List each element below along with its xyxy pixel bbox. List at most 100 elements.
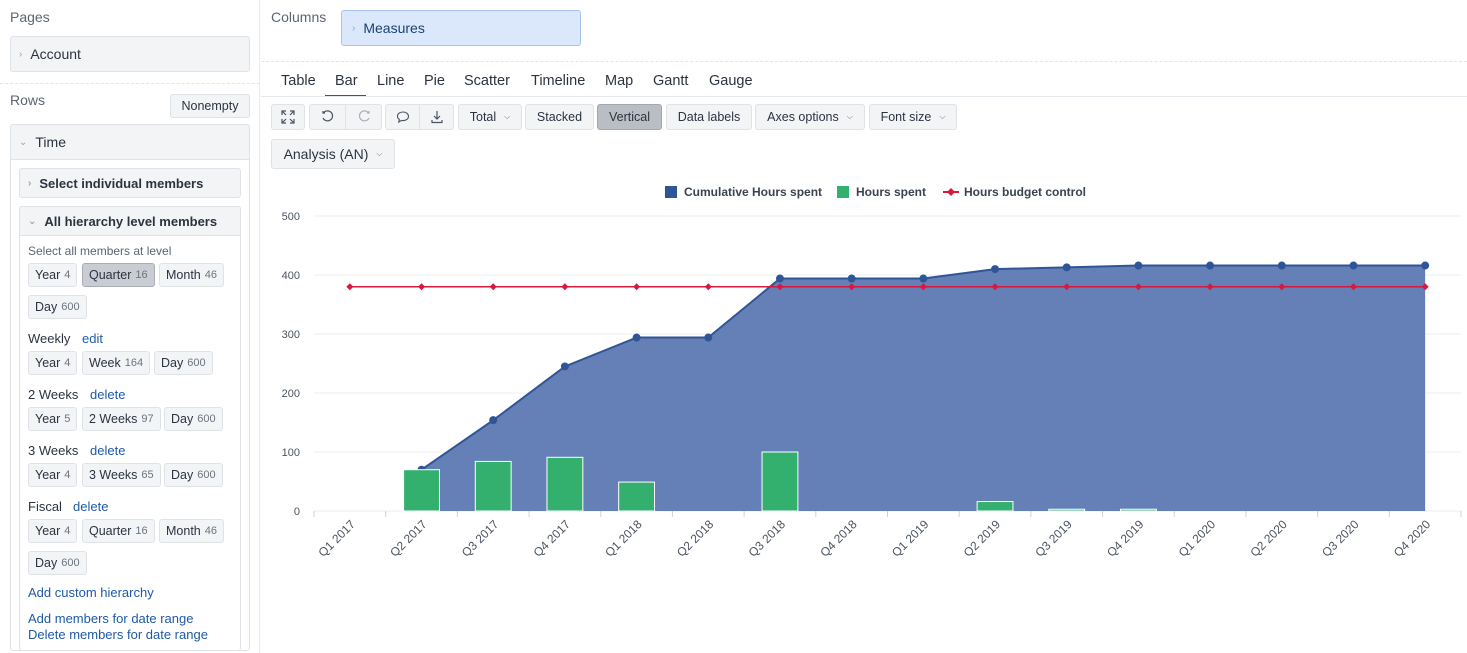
divider [261, 61, 1467, 62]
two-weeks-delete-link[interactable]: delete [90, 387, 126, 402]
tab-map[interactable]: Map [605, 73, 634, 89]
bar-hours-spent [1119, 508, 1157, 512]
export-button[interactable] [419, 104, 454, 130]
delete-members-range-link[interactable]: Delete members for date range [28, 627, 208, 642]
point-cumulative-hours [1421, 261, 1430, 270]
three-weeks-title: 3 Weeks [28, 443, 79, 458]
point-budget-control [776, 283, 784, 291]
level-count: 4 [64, 469, 71, 481]
x-tick-label: Q2 2018 [674, 517, 717, 560]
fiscal-day-button[interactable]: Day 600 [28, 551, 87, 575]
level-label: Day [171, 468, 194, 482]
fiscal-quarter-button[interactable]: Quarter 16 [82, 519, 155, 543]
analysis-dropdown[interactable]: Analysis (AN) ⌵ [271, 139, 395, 169]
tab-bar[interactable]: Bar [335, 73, 358, 89]
tab-gantt[interactable]: Gantt [653, 73, 689, 89]
y-tick-label: 200 [282, 388, 300, 400]
legend-label: Hours budget control [964, 185, 1086, 199]
area-cumulative-hours [421, 265, 1426, 511]
two-weeks-day-button[interactable]: Day 600 [164, 407, 223, 431]
fullscreen-button[interactable] [271, 104, 305, 130]
tab-gauge[interactable]: Gauge [709, 73, 753, 89]
add-custom-hierarchy-link[interactable]: Add custom hierarchy [28, 585, 154, 600]
font-size-label: Font size [880, 110, 932, 124]
all-hierarchy-header[interactable]: ⌄ All hierarchy level members [19, 206, 241, 236]
add-members-range-link[interactable]: Add members for date range [28, 611, 194, 626]
pages-title: Pages [10, 9, 50, 25]
total-label: Total [469, 110, 497, 124]
point-cumulative-hours [1277, 261, 1286, 270]
redo-button[interactable] [345, 104, 382, 130]
tab-scatter[interactable]: Scatter [464, 73, 510, 89]
level-label: Year [35, 268, 61, 282]
two-weeks-year-button[interactable]: Year 5 [28, 407, 78, 431]
bar-chart: 0 100 200 300 400 500 Q1 2017 Q2 2017 Q3 2017 Q4 … [282, 185, 1462, 560]
tabs-divider [261, 96, 1467, 97]
expand-icon [281, 110, 295, 124]
chevron-down-icon: ⌵ [939, 112, 946, 121]
select-individual-label: Select individual members [39, 175, 204, 191]
x-tick-label: Q1 2018 [602, 517, 645, 560]
comment-button[interactable] [385, 104, 420, 130]
pages-item-label: Account [30, 46, 81, 62]
legend-label: Cumulative Hours spent [684, 185, 822, 199]
level-quarter-button[interactable]: Quarter 16 [82, 263, 155, 287]
x-tick-label: Q1 2019 [889, 517, 932, 560]
data-labels-button[interactable]: Data labels [666, 104, 752, 130]
two-weeks-level-button[interactable]: 2 Weeks 97 [82, 407, 161, 431]
y-tick-label: 400 [282, 270, 300, 282]
left-panel: Pages › Account Rows Nonempty ⌄ Time › S… [0, 0, 260, 653]
weekly-year-button[interactable]: Year 4 [28, 351, 78, 375]
level-year-button[interactable]: Year 4 [28, 263, 78, 287]
bar-hours-spent [761, 451, 799, 512]
font-size-dropdown[interactable]: Font size ⌵ [869, 104, 957, 130]
three-weeks-year-button[interactable]: Year 4 [28, 463, 78, 487]
chevron-down-icon: ⌄ [19, 136, 28, 148]
level-count: 4 [64, 525, 71, 537]
point-budget-control [489, 283, 497, 291]
undo-button[interactable] [309, 104, 346, 130]
select-individual-members[interactable]: › Select individual members [19, 168, 241, 198]
tab-table[interactable]: Table [281, 73, 316, 89]
x-tick-label: Q3 2020 [1319, 517, 1362, 560]
three-weeks-delete-link[interactable]: delete [90, 443, 126, 458]
total-dropdown[interactable]: Total ⌵ [458, 104, 522, 130]
all-hierarchy-label: All hierarchy level members [44, 213, 218, 229]
fiscal-year-button[interactable]: Year 4 [28, 519, 78, 543]
tab-timeline[interactable]: Timeline [531, 73, 586, 89]
tab-pie[interactable]: Pie [424, 73, 445, 89]
weekly-day-button[interactable]: Day 600 [154, 351, 213, 375]
time-header[interactable]: ⌄ Time [10, 124, 250, 160]
x-tick-label: Q2 2020 [1247, 517, 1290, 560]
level-month-button[interactable]: Month 46 [159, 263, 224, 287]
vertical-button[interactable]: Vertical [597, 104, 662, 130]
pages-item-account[interactable]: › Account [10, 36, 250, 72]
level-label: Year [35, 524, 61, 538]
point-budget-control [991, 283, 999, 291]
legend-swatch [837, 186, 849, 198]
x-tick-label: Q3 2019 [1032, 517, 1075, 560]
level-count: 46 [204, 525, 217, 537]
select-all-level-hint: Select all members at level [28, 244, 172, 258]
nonempty-button[interactable]: Nonempty [170, 94, 250, 118]
tab-line[interactable]: Line [377, 73, 405, 89]
weekly-week-button[interactable]: Week 164 [82, 351, 151, 375]
x-tick-label: Q4 2017 [531, 517, 574, 560]
rows-title: Rows [10, 92, 46, 108]
chevron-down-icon: ⌄ [28, 215, 37, 227]
axes-options-dropdown[interactable]: Axes options ⌵ [755, 104, 865, 130]
three-weeks-level-button[interactable]: 3 Weeks 65 [82, 463, 161, 487]
three-weeks-day-button[interactable]: Day 600 [164, 463, 223, 487]
x-tick-label: Q4 2018 [817, 517, 860, 560]
level-day-button[interactable]: Day 600 [28, 295, 87, 319]
columns-item-measures[interactable]: › Measures [341, 10, 581, 46]
stacked-button[interactable]: Stacked [525, 104, 594, 130]
bar-hours-spent [618, 481, 656, 512]
fiscal-month-button[interactable]: Month 46 [159, 519, 224, 543]
weekly-edit-link[interactable]: edit [82, 331, 103, 346]
x-tick-label: Q3 2018 [746, 517, 789, 560]
fiscal-delete-link[interactable]: delete [73, 499, 109, 514]
level-count: 4 [64, 269, 71, 281]
x-tick-label: Q2 2019 [961, 517, 1004, 560]
columns-item-label: Measures [363, 20, 425, 36]
